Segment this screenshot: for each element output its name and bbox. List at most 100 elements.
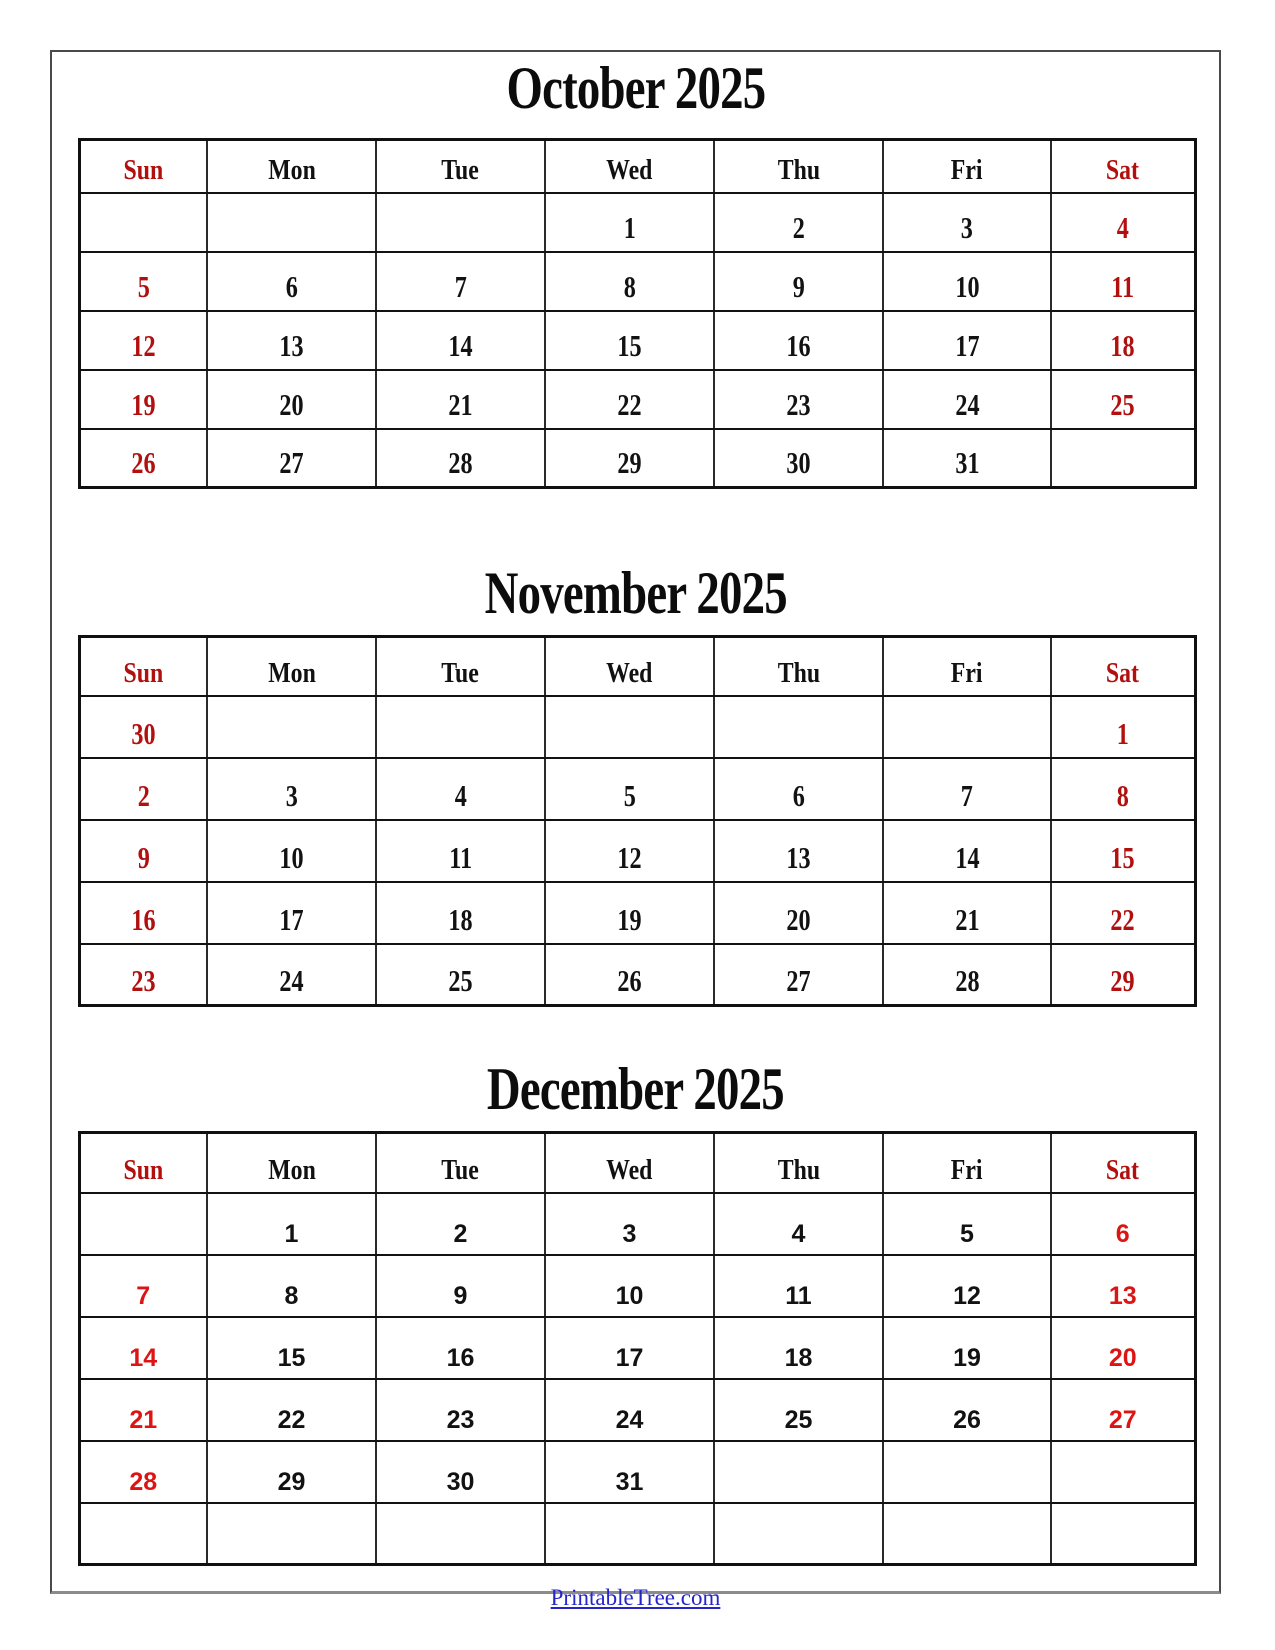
day-cell: 29 xyxy=(1050,942,1196,1007)
day-cell: 29 xyxy=(206,1439,377,1504)
weekday-header-label: Wed xyxy=(606,1154,653,1186)
weekday-header-label: Thu xyxy=(777,657,820,689)
weekday-header-label: Sun xyxy=(123,154,164,186)
day-cell: 9 xyxy=(78,818,208,883)
day-number: 29 xyxy=(277,1467,306,1496)
day-number: 15 xyxy=(277,1343,306,1372)
weekday-header-wed: Wed xyxy=(544,1131,715,1194)
day-number: 6 xyxy=(792,777,805,813)
empty-day-cell xyxy=(206,191,377,253)
week-row: 14 15 16 17 18 19 20 xyxy=(78,1315,1196,1380)
calendar-table-october-2025: Sun Mon Tue Wed Thu Fri Sat 1 2 3 4 5 6 7 8 9 10 11 12 13 14… xyxy=(77,138,1197,489)
day-cell: 30 xyxy=(78,694,208,759)
day-number: 11 xyxy=(449,839,472,875)
day-cell: 24 xyxy=(544,1377,715,1442)
day-number: 20 xyxy=(786,901,811,937)
day-cell: 26 xyxy=(882,1377,1052,1442)
day-number: 9 xyxy=(792,268,805,304)
day-number: 27 xyxy=(786,963,811,998)
day-number: 25 xyxy=(1110,386,1135,422)
day-cell: 1 xyxy=(206,1191,377,1256)
weekday-header-thu: Thu xyxy=(713,138,884,194)
day-cell: 24 xyxy=(882,368,1052,430)
months-container: October 2025 Sun Mon Tue Wed Thu Fri Sat 1 2 3 4 5 6 7… xyxy=(52,58,1219,1566)
day-cell: 7 xyxy=(882,756,1052,821)
day-cell: 7 xyxy=(78,1253,208,1318)
day-cell: 3 xyxy=(882,191,1052,253)
weekday-header-label: Mon xyxy=(267,154,316,186)
day-number: 18 xyxy=(1110,327,1135,363)
day-cell: 5 xyxy=(78,250,208,312)
day-cell: 19 xyxy=(882,1315,1052,1380)
day-number: 28 xyxy=(954,963,980,998)
day-number: 10 xyxy=(954,268,980,304)
day-number: 6 xyxy=(1115,1219,1130,1248)
day-number: 1 xyxy=(623,209,636,245)
weekday-header-sat: Sat xyxy=(1050,1131,1196,1194)
day-number: 8 xyxy=(284,1281,299,1310)
day-cell: 23 xyxy=(78,942,208,1007)
weekday-header-fri: Fri xyxy=(882,1131,1052,1194)
day-number: 19 xyxy=(953,1343,981,1372)
day-number: 5 xyxy=(623,777,636,813)
day-number: 16 xyxy=(446,1343,475,1372)
day-number: 17 xyxy=(279,901,304,937)
weekday-header-sat: Sat xyxy=(1050,138,1196,194)
weekday-header-fri: Fri xyxy=(882,635,1052,697)
day-cell: 6 xyxy=(206,250,377,312)
day-number: 17 xyxy=(615,1343,644,1372)
day-number: 12 xyxy=(617,839,642,875)
day-cell: 18 xyxy=(375,880,546,945)
empty-day-cell xyxy=(375,1501,546,1566)
day-cell: 20 xyxy=(713,880,884,945)
day-number: 2 xyxy=(453,1219,468,1248)
day-cell: 27 xyxy=(1050,1377,1196,1442)
weekday-header-label: Wed xyxy=(606,657,653,689)
day-number: 15 xyxy=(617,327,642,363)
day-number: 1 xyxy=(284,1219,299,1248)
day-cell: 22 xyxy=(544,368,715,430)
weekday-header-sat: Sat xyxy=(1050,635,1196,697)
day-cell: 5 xyxy=(544,756,715,821)
week-row: 28 29 30 31 xyxy=(78,1439,1196,1504)
day-number: 31 xyxy=(954,445,980,480)
day-cell: 4 xyxy=(1050,191,1196,253)
day-number: 26 xyxy=(617,963,642,998)
day-cell: 5 xyxy=(882,1191,1052,1256)
day-number: 19 xyxy=(617,901,642,937)
day-number: 8 xyxy=(1116,777,1129,813)
week-row: 16 17 18 19 20 21 22 xyxy=(78,880,1196,945)
day-cell: 26 xyxy=(544,942,715,1007)
day-number: 21 xyxy=(448,386,473,422)
day-number: 22 xyxy=(277,1405,306,1434)
week-row: 7 8 9 10 11 12 13 xyxy=(78,1253,1196,1318)
day-cell: 13 xyxy=(1050,1253,1196,1318)
day-number: 24 xyxy=(615,1405,644,1434)
day-cell: 28 xyxy=(882,942,1052,1007)
day-cell: 28 xyxy=(375,427,546,489)
day-number: 10 xyxy=(279,839,304,875)
day-number: 14 xyxy=(954,839,980,875)
week-row: 21 22 23 24 25 26 27 xyxy=(78,1377,1196,1442)
day-number: 14 xyxy=(448,327,473,363)
day-cell: 21 xyxy=(375,368,546,430)
calendar-table-december-2025: Sun Mon Tue Wed Thu Fri Sat 1 2 3 4 5 6 7 8 9 10 11 12 13 14… xyxy=(77,1131,1197,1566)
day-cell: 1 xyxy=(544,191,715,253)
day-cell: 22 xyxy=(1050,880,1196,945)
day-cell: 23 xyxy=(713,368,884,430)
day-number: 4 xyxy=(791,1219,806,1248)
day-cell: 6 xyxy=(713,756,884,821)
week-row: 12 13 14 15 16 17 18 xyxy=(78,309,1196,371)
day-number: 26 xyxy=(953,1405,981,1434)
day-number: 2 xyxy=(137,777,150,813)
day-number: 20 xyxy=(1108,1343,1137,1372)
day-cell: 22 xyxy=(206,1377,377,1442)
day-cell: 17 xyxy=(882,309,1052,371)
day-cell: 23 xyxy=(375,1377,546,1442)
weekday-header-label: Mon xyxy=(267,657,316,689)
day-number: 3 xyxy=(285,777,298,813)
day-cell: 9 xyxy=(375,1253,546,1318)
empty-day-cell xyxy=(713,1501,884,1566)
day-number: 30 xyxy=(786,445,811,480)
footer-link[interactable]: PrintableTree.com xyxy=(550,1585,721,1610)
